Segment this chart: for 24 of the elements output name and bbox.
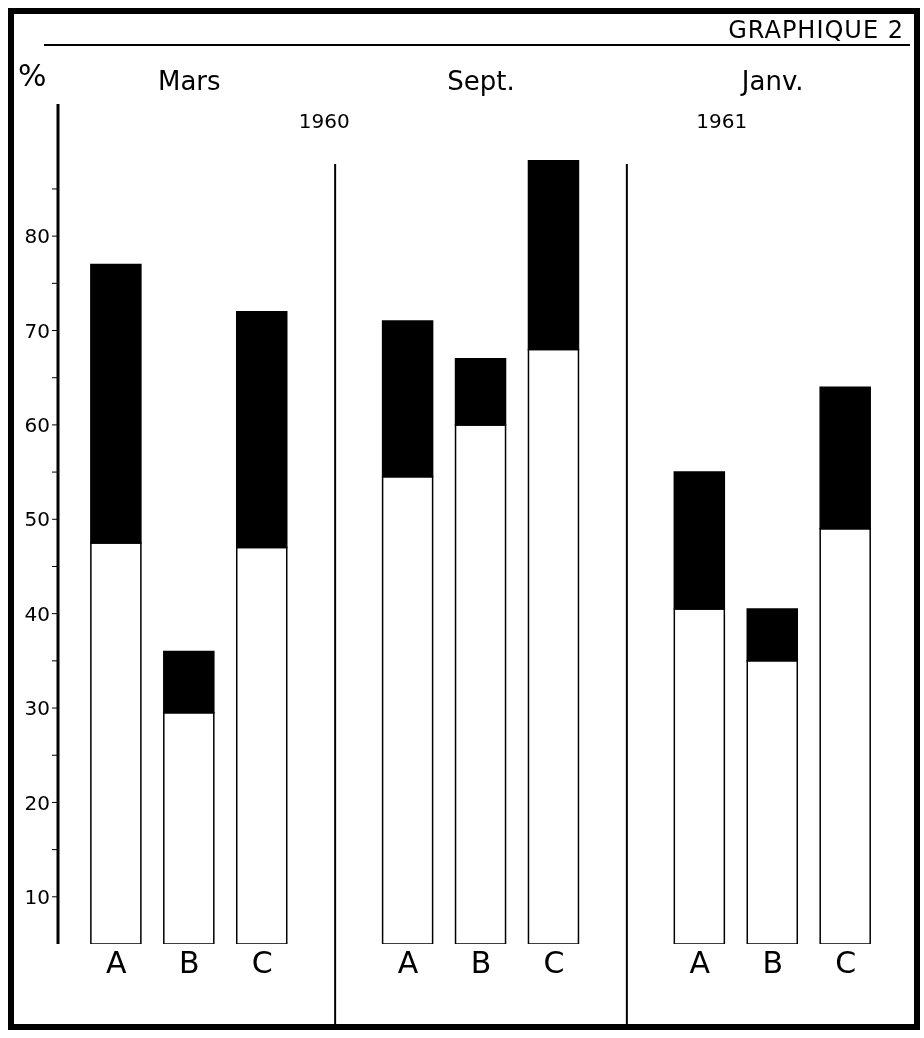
y-tick-label: 20 [24, 790, 50, 815]
x-tick-label: C [251, 945, 273, 981]
x-tick-label: A [397, 945, 419, 981]
x-tick-label: C [835, 945, 857, 981]
chart-title: GRAPHIQUE 2 [44, 16, 910, 46]
y-tick-label: 50 [24, 507, 50, 532]
x-tick-label: A [689, 945, 711, 981]
y-tick-label: 30 [24, 696, 50, 721]
annotation: 1960 [297, 109, 351, 133]
y-tick-label: 60 [24, 413, 50, 437]
text: Mars [156, 66, 222, 96]
y-tick-label: 10 [24, 884, 50, 909]
x-tick-label: B [178, 945, 200, 981]
y-axis-title: % [18, 58, 47, 93]
x-tick-label: C [543, 945, 565, 981]
y-tick-label: 40 [24, 601, 50, 626]
y-tick-label: 80 [24, 224, 50, 249]
x-tick-label: A [106, 945, 128, 981]
x-tick-label: B [470, 945, 492, 981]
annotation: 1961 [695, 109, 749, 133]
text: Sept. [446, 66, 516, 96]
text: Janv. [739, 66, 805, 96]
x-tick-label: B [762, 945, 784, 981]
y-tick-label: 70 [24, 318, 50, 343]
